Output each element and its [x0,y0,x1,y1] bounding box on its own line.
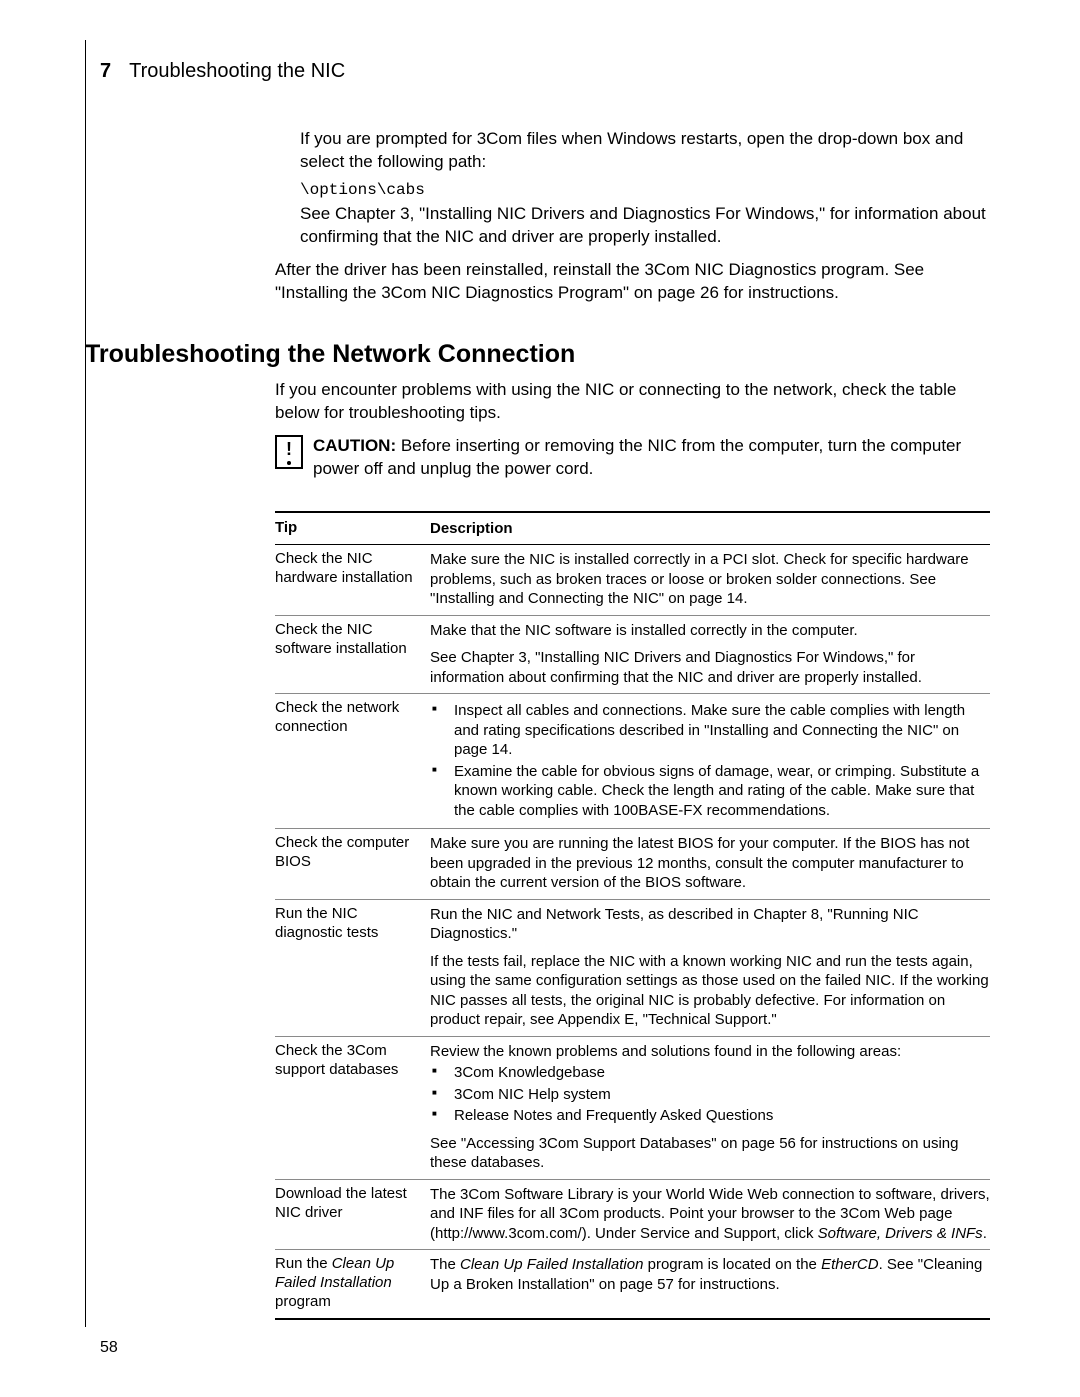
cell-tip: Run the NIC diagnostic tests [275,905,430,1030]
cell-tip: Check the NIC software installation [275,621,430,688]
section-heading: Troubleshooting the Network Connection [85,340,990,369]
caution-box: ! CAUTION: Before inserting or removing … [275,435,990,481]
cell-desc: The 3Com Software Library is your World … [430,1185,990,1244]
table-row: Run the Clean Up Failed Installation pro… [275,1250,990,1319]
chapter-title: Troubleshooting the NIC [129,60,345,83]
intro-path: \options\cabs [300,180,990,202]
bullet-item: Release Notes and Frequently Asked Quest… [448,1106,990,1126]
cell-tip: Check the NIC hardware installation [275,550,430,609]
cell-desc: Make sure the NIC is installed correctly… [430,550,990,609]
cell-tip: Check the computer BIOS [275,834,430,893]
caution-text: CAUTION: Before inserting or removing th… [313,435,990,481]
cell-tip: Run the Clean Up Failed Installation pro… [275,1255,430,1311]
table-row: Check the NIC hardware installationMake … [275,545,990,616]
table-header: Tip Description [275,513,990,546]
intro-p2: See Chapter 3, "Installing NIC Drivers a… [300,203,990,249]
bullet-item: 3Com Knowledgebase [448,1063,990,1083]
table-row: Check the network connection Inspect all … [275,694,990,829]
troubleshooting-table: Tip Description Check the NIC hardware i… [275,511,990,1320]
bullet-item: Examine the cable for obvious signs of d… [448,762,990,821]
cell-desc: Make sure you are running the latest BIO… [430,834,990,893]
table-row: Check the NIC software installationMake … [275,616,990,695]
caution-label: CAUTION: [313,436,396,455]
cell-desc: Review the known problems and solutions … [430,1042,990,1173]
page-number: 58 [100,1339,118,1357]
intro-p1: If you are prompted for 3Com files when … [300,128,990,174]
th-desc: Description [430,519,990,539]
cell-desc: Make that the NIC software is installed … [430,621,990,688]
cell-tip: Download the latest NIC driver [275,1185,430,1244]
cell-tip: Check the 3Com support databases [275,1042,430,1173]
chapter-number: 7 [100,60,111,83]
section-intro: If you encounter problems with using the… [275,379,990,425]
bullet-item: 3Com NIC Help system [448,1085,990,1105]
intro-p3: After the driver has been reinstalled, r… [275,259,990,305]
page-header: 7 Troubleshooting the NIC [85,60,990,83]
bullet-item: Inspect all cables and connections. Make… [448,701,990,760]
th-tip: Tip [275,519,430,539]
table-row: Run the NIC diagnostic testsRun the NIC … [275,900,990,1037]
table-row: Download the latest NIC driverThe 3Com S… [275,1180,990,1251]
table-row: Check the computer BIOSMake sure you are… [275,829,990,900]
cell-desc: The Clean Up Failed Installation program… [430,1255,990,1311]
cell-tip: Check the network connection [275,699,430,822]
cell-desc: Run the NIC and Network Tests, as descri… [430,905,990,1030]
caution-body: Before inserting or removing the NIC fro… [313,436,961,478]
cell-desc: Inspect all cables and connections. Make… [430,699,990,822]
caution-icon: ! [275,435,303,469]
table-row: Check the 3Com support databasesReview t… [275,1037,990,1180]
